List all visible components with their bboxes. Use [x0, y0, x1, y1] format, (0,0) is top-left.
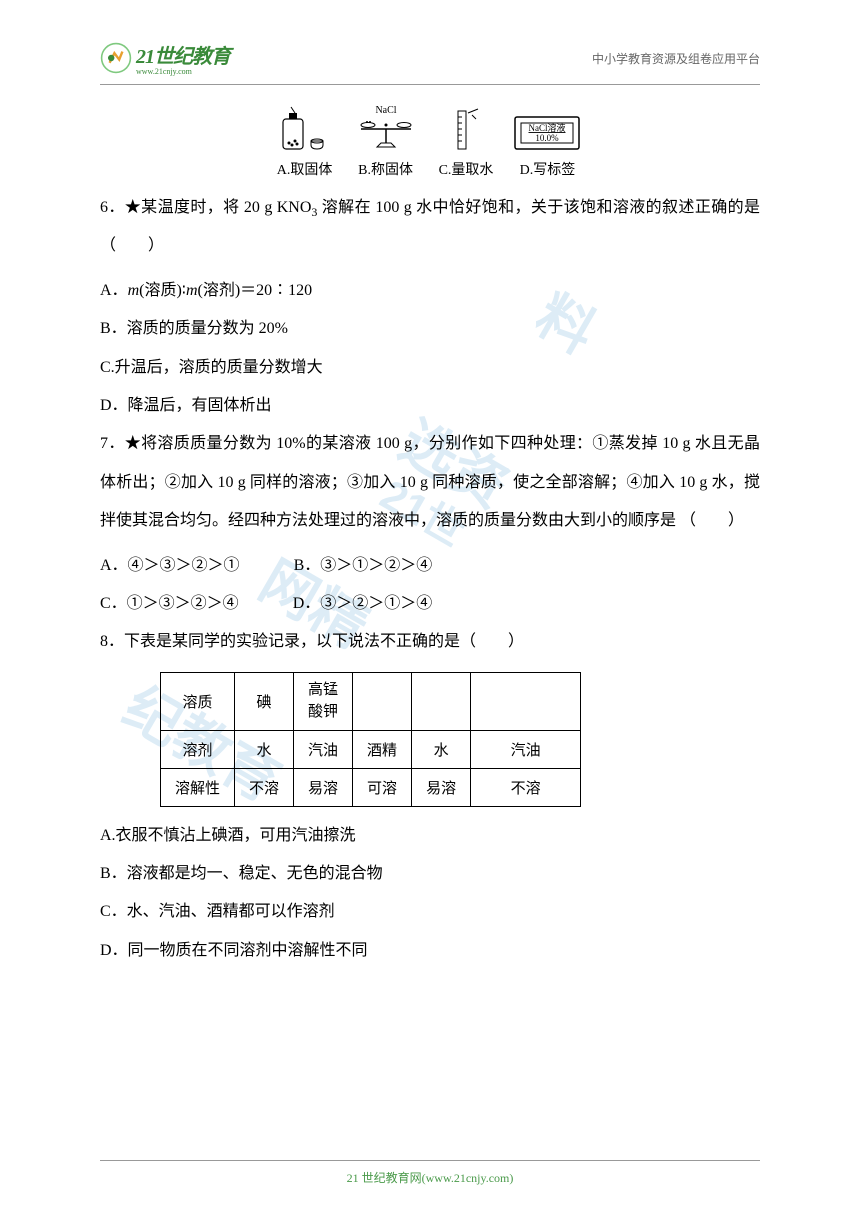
box-bottom-text: 10.0% [536, 133, 560, 143]
page-header: 21世纪教育 www.21cnjy.com 中小学教育资源及组卷应用平台 [100, 40, 760, 76]
table-cell: 溶质 [161, 672, 235, 730]
table-row: 溶质 碘 高锰酸钾 [161, 672, 581, 730]
q7-options-row2: C．①＞③＞②＞④ D．③＞②＞①＞④ [100, 585, 760, 623]
diagram-item-a: A.取固体 [277, 105, 333, 179]
cylinder-icon [448, 105, 484, 155]
table-cell: 水 [235, 730, 294, 768]
bottle-icon [277, 105, 333, 155]
q6-text-prefix: 6．★某温度时，将 20 g KNO [100, 199, 311, 216]
page-container: 21世纪教育 www.21cnjy.com 中小学教育资源及组卷应用平台 [0, 0, 860, 1020]
question-7: 7．★将溶质质量分数为 10%的某溶液 100 g，分别作如下四种处理：①蒸发掉… [100, 425, 760, 540]
table-cell: 不溶 [235, 768, 294, 806]
diagram-label-b: B.称固体 [358, 159, 413, 179]
diagram-label-c: C.量取水 [439, 159, 494, 179]
question-6: 6．★某温度时，将 20 g KNO3 溶解在 100 g 水中恰好饱和，关于该… [100, 189, 760, 266]
q8-table: 溶质 碘 高锰酸钾 溶剂 水 汽油 酒精 水 汽油 溶解性 不溶 易溶 可溶 易… [160, 672, 581, 807]
q8-option-b: B．溶液都是均一、稳定、无色的混合物 [100, 855, 760, 893]
diagram-item-c: C.量取水 [439, 105, 494, 179]
label-box-icon: NaCl溶液 10.0% [511, 105, 583, 155]
q7-option-c: C．①＞③＞②＞④ [100, 585, 239, 623]
q6-option-a: A．m(溶质)∶m(溶剂)＝20∶120 [100, 272, 760, 310]
q6-option-d: D．降温后，有固体析出 [100, 387, 760, 425]
header-divider [100, 84, 760, 85]
table-cell: 易溶 [294, 768, 353, 806]
q8-options: A.衣服不慎沾上碘酒，可用汽油擦洗 B．溶液都是均一、稳定、无色的混合物 C．水… [100, 817, 760, 971]
question-8: 8．下表是某同学的实验记录，以下说法不正确的是（ ） [100, 623, 760, 661]
q8-option-a: A.衣服不慎沾上碘酒，可用汽油擦洗 [100, 817, 760, 855]
header-subtitle: 中小学教育资源及组卷应用平台 [592, 50, 760, 67]
table-cell: 高锰酸钾 [294, 672, 353, 730]
table-cell: 碘 [235, 672, 294, 730]
diagram-label-a: A.取固体 [277, 159, 333, 179]
box-top-text: NaCl溶液 [529, 122, 566, 133]
table-cell: 溶剂 [161, 730, 235, 768]
diagram-row: A.取固体 NaCl B.称固体 [100, 105, 760, 179]
footer-text: 21 世纪教育网(www.21cnjy.com) [0, 1169, 860, 1186]
q7-options-row1: A．④＞③＞②＞① B．③＞①＞②＞④ [100, 547, 760, 585]
table-cell: 可溶 [353, 768, 412, 806]
table-row: 溶解性 不溶 易溶 可溶 易溶 不溶 [161, 768, 581, 806]
q7-option-d: D．③＞②＞①＞④ [293, 585, 433, 623]
table-cell: 溶解性 [161, 768, 235, 806]
diagram-item-d: NaCl溶液 10.0% D.写标签 [511, 105, 583, 179]
balance-icon: NaCl [351, 105, 421, 155]
q8-option-d: D．同一物质在不同溶剂中溶解性不同 [100, 932, 760, 970]
q7-options: A．④＞③＞②＞① B．③＞①＞②＞④ C．①＞③＞②＞④ D．③＞②＞①＞④ [100, 547, 760, 624]
table-cell: 不溶 [471, 768, 581, 806]
diagram-label-d: D.写标签 [520, 159, 576, 179]
logo: 21世纪教育 www.21cnjy.com [100, 40, 230, 76]
table-cell: 酒精 [353, 730, 412, 768]
table-cell [412, 672, 471, 730]
q6-option-b: B．溶质的质量分数为 20% [100, 310, 760, 348]
q7-option-a: A．④＞③＞②＞① [100, 547, 240, 585]
nacl-label: NaCl [375, 105, 396, 116]
table-cell: 易溶 [412, 768, 471, 806]
q6-option-c: C.升温后，溶质的质量分数增大 [100, 349, 760, 387]
table-cell: 水 [412, 730, 471, 768]
footer-divider [100, 1160, 760, 1161]
table-row: 溶剂 水 汽油 酒精 水 汽油 [161, 730, 581, 768]
logo-url: www.21cnjy.com [136, 67, 230, 76]
table-cell [353, 672, 412, 730]
table-cell [471, 672, 581, 730]
table-cell: 汽油 [294, 730, 353, 768]
table-cell: 汽油 [471, 730, 581, 768]
q6-options: A．m(溶质)∶m(溶剂)＝20∶120 B．溶质的质量分数为 20% C.升温… [100, 272, 760, 426]
logo-text: 21世纪教育 [136, 46, 230, 68]
page-footer: 21 世纪教育网(www.21cnjy.com) [0, 1160, 860, 1186]
q7-option-b: B．③＞①＞②＞④ [294, 547, 433, 585]
logo-icon [100, 42, 132, 74]
q8-option-c: C．水、汽油、酒精都可以作溶剂 [100, 893, 760, 931]
diagram-item-b: NaCl B.称固体 [351, 105, 421, 179]
